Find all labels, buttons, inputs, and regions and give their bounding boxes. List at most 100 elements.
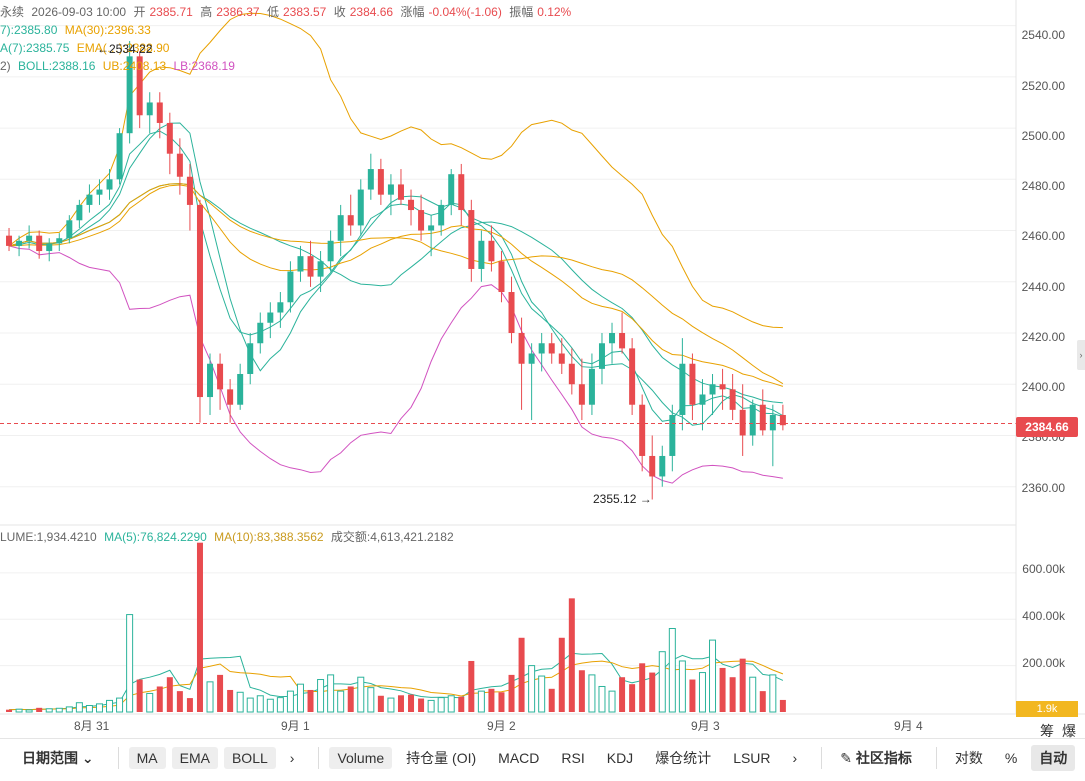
- candle: [227, 379, 234, 423]
- open-interest-button[interactable]: 持仓量 (OI): [406, 750, 477, 766]
- volume-bar: [678, 660, 686, 713]
- auto-scale-button[interactable]: 自动: [1031, 745, 1076, 771]
- candle-body: [578, 384, 585, 405]
- ma-button[interactable]: MA: [128, 747, 166, 769]
- volume-bar: [518, 637, 525, 712]
- candle-body: [448, 174, 455, 205]
- candle: [46, 238, 53, 262]
- volume-bar: [427, 699, 435, 713]
- volume-bar: [357, 676, 365, 713]
- legend-open-label: 开: [133, 5, 146, 19]
- candle: [176, 138, 183, 195]
- more-sub-indicators-button[interactable]: ›: [792, 750, 798, 766]
- volume-bar: [698, 672, 706, 713]
- ema-button[interactable]: EMA: [171, 747, 218, 769]
- volume-bar: [116, 697, 124, 713]
- volume-bar: [568, 598, 575, 712]
- candle-body: [357, 189, 364, 226]
- price-tick: 2520.00: [1021, 79, 1065, 93]
- chevron-right-icon: ›: [1079, 350, 1083, 360]
- volume-bar: [538, 675, 546, 713]
- candle-body: [66, 220, 73, 239]
- volume-bar: [156, 686, 163, 712]
- chips-button[interactable]: 筹: [1040, 723, 1054, 739]
- candle-body: [609, 333, 616, 344]
- candle-body: [779, 414, 786, 426]
- volume-indicator-button[interactable]: Volume: [329, 747, 393, 769]
- boll-button[interactable]: BOLL: [223, 747, 276, 769]
- volume-bar: [327, 674, 335, 713]
- rsi-button[interactable]: RSI: [561, 750, 585, 766]
- date-tick: 9月 2: [487, 719, 516, 733]
- volume-bar: [36, 707, 43, 712]
- community-indicators-button[interactable]: ✎ 社区指标: [832, 745, 920, 771]
- candle-body: [307, 256, 314, 277]
- candle-body: [528, 353, 535, 364]
- candle: [709, 373, 716, 415]
- candle-body: [16, 240, 23, 246]
- candle-body: [699, 394, 706, 405]
- candle: [106, 169, 113, 200]
- candle: [619, 312, 626, 354]
- volume-bar: [488, 688, 495, 712]
- candle-body: [136, 56, 143, 116]
- candle-body: [498, 261, 505, 293]
- candle: [267, 302, 274, 339]
- side-panel-handle[interactable]: ›: [1077, 340, 1085, 370]
- macd-button[interactable]: MACD: [498, 750, 540, 766]
- legend-close-label: 收: [333, 5, 346, 19]
- candle: [558, 338, 565, 374]
- volume-bar: [719, 667, 726, 712]
- date-range-button[interactable]: 日期范围 ⌄: [14, 745, 102, 771]
- low-annotation: 2355.12 →: [593, 492, 652, 506]
- candle: [337, 204, 344, 257]
- ema-long-line: [8, 184, 784, 387]
- candlestick-series: [6, 40, 786, 500]
- liquidation-stats-button[interactable]: 爆仓统计: [655, 750, 712, 766]
- legend-change-label: 涨幅: [400, 5, 425, 19]
- candle: [36, 230, 43, 259]
- volume-bar: [639, 663, 646, 712]
- candle: [16, 235, 23, 257]
- candle: [609, 322, 616, 364]
- candle: [769, 404, 776, 467]
- candle-body: [186, 176, 193, 205]
- candle-body: [458, 174, 465, 211]
- liquidation-button[interactable]: 爆: [1062, 723, 1076, 739]
- more-main-indicators-button[interactable]: ›: [289, 750, 295, 766]
- kdj-button[interactable]: KDJ: [606, 750, 634, 766]
- candle: [749, 399, 756, 446]
- lsur-button[interactable]: LSUR: [733, 750, 771, 766]
- candle: [76, 199, 83, 228]
- candle-body: [408, 199, 415, 211]
- candle-body: [769, 414, 776, 431]
- volume-bar: [227, 689, 234, 712]
- candle: [387, 174, 394, 216]
- candle: [277, 292, 284, 328]
- candle-body: [227, 389, 234, 405]
- legend-ma7: 7):2385.80: [0, 23, 58, 37]
- volume-bar: [619, 677, 626, 712]
- candle: [779, 404, 786, 431]
- legend-open: 2385.71: [149, 5, 193, 19]
- volume-bar: [296, 683, 304, 713]
- last-price-tag: 2384.66: [1016, 417, 1078, 437]
- legend-turnover: 成交额:4,613,421.2182: [330, 530, 454, 544]
- volume-bar: [709, 639, 717, 713]
- volume-bar: [598, 685, 606, 713]
- candle: [588, 353, 595, 415]
- volume-bar: [25, 709, 33, 713]
- candle-body: [428, 225, 435, 231]
- log-scale-button[interactable]: 对数: [954, 750, 983, 766]
- candle: [458, 163, 465, 226]
- candle-body: [196, 204, 203, 398]
- candle: [237, 363, 244, 410]
- volume-bar: [608, 690, 616, 713]
- candle: [719, 368, 726, 410]
- percent-scale-button[interactable]: %: [1004, 750, 1018, 766]
- candle-body: [468, 210, 475, 269]
- price-tick: 2440.00: [1021, 280, 1065, 294]
- candle-body: [709, 384, 716, 395]
- volume-bar: [217, 674, 224, 712]
